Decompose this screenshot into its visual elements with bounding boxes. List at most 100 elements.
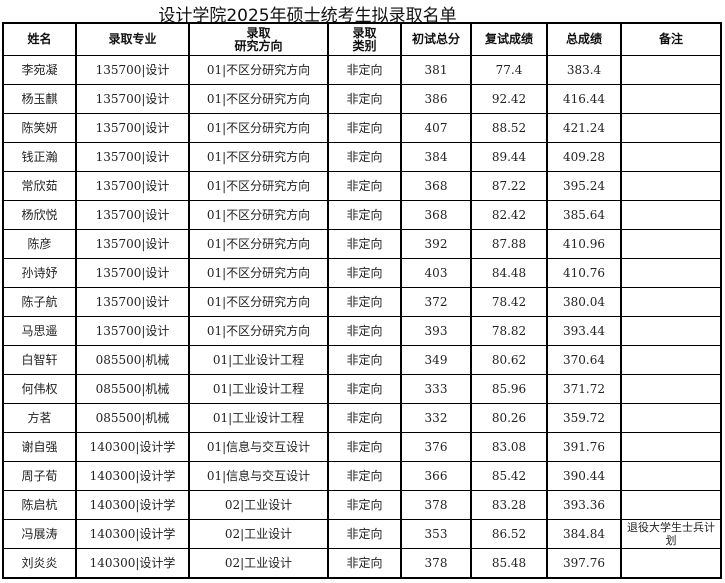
- cell-retest-score: 78.82: [470, 316, 548, 346]
- cell-retest-score: 83.28: [470, 490, 548, 520]
- cell-category: 非定向: [327, 345, 402, 375]
- table-row: 马思遥 135700|设计 01|不区分研究方向 非定向 393 78.82 393.44: [2, 316, 722, 346]
- cell-category: 非定向: [327, 432, 402, 462]
- table-row: 常欣茹 135700|设计 01|不区分研究方向 非定向 368 87.22 395.24: [2, 171, 722, 201]
- table-row: 陈笑妍 135700|设计 01|不区分研究方向 非定向 407 88.52 421.24: [2, 113, 722, 143]
- cell-major: 140300|设计学: [75, 490, 190, 520]
- cell-direction: 01|不区分研究方向: [188, 287, 329, 317]
- table-row: 刘炎炎 140300|设计学 02|工业设计 非定向 378 85.48 397.76: [2, 548, 722, 579]
- cell-total-score: 409.28: [546, 142, 622, 172]
- cell-major: 140300|设计学: [75, 432, 190, 462]
- cell-note: [620, 345, 722, 375]
- cell-note: [620, 113, 722, 143]
- cell-note: 退役大学生士兵计划: [620, 519, 722, 549]
- cell-total-score: 390.44: [546, 461, 622, 491]
- cell-direction: 02|工业设计: [188, 548, 329, 579]
- cell-name: 孙诗妤: [2, 258, 77, 288]
- table-row: 陈彦 135700|设计 01|不区分研究方向 非定向 392 87.88 410.96: [2, 229, 722, 259]
- cell-note: [620, 258, 722, 288]
- cell-initial-score: 332: [400, 403, 472, 433]
- cell-category: 非定向: [327, 229, 402, 259]
- table-row: 谢自强 140300|设计学 01|信息与交互设计 非定向 376 83.08 391.76: [2, 432, 722, 462]
- cell-major: 135700|设计: [75, 84, 190, 114]
- cell-note: [620, 461, 722, 491]
- header-total-score: 总成绩: [546, 22, 622, 56]
- cell-retest-score: 85.48: [470, 548, 548, 579]
- cell-direction: 01|不区分研究方向: [188, 113, 329, 143]
- cell-initial-score: 386: [400, 84, 472, 114]
- cell-initial-score: 378: [400, 548, 472, 579]
- cell-major: 135700|设计: [75, 316, 190, 346]
- cell-major: 135700|设计: [75, 171, 190, 201]
- cell-note: [620, 374, 722, 404]
- cell-category: 非定向: [327, 461, 402, 491]
- admission-table: 姓名 录取专业 录取 研究方向 录取 类别 初试总分 复试成绩 总成绩 备注 李宛凝 13570…: [2, 22, 722, 579]
- table-row: 陈子航 135700|设计 01|不区分研究方向 非定向 372 78.42 380.04: [2, 287, 722, 317]
- cell-total-score: 397.76: [546, 548, 622, 579]
- cell-direction: 01|不区分研究方向: [188, 84, 329, 114]
- cell-retest-score: 85.96: [470, 374, 548, 404]
- cell-name: 周子荀: [2, 461, 77, 491]
- cell-direction: 01|信息与交互设计: [188, 461, 329, 491]
- cell-total-score: 421.24: [546, 113, 622, 143]
- table-row: 周子荀 140300|设计学 01|信息与交互设计 非定向 366 85.42 390.44: [2, 461, 722, 491]
- cell-retest-score: 86.52: [470, 519, 548, 549]
- cell-retest-score: 80.62: [470, 345, 548, 375]
- cell-name: 常欣茹: [2, 171, 77, 201]
- cell-direction: 01|工业设计工程: [188, 403, 329, 433]
- cell-major: 135700|设计: [75, 55, 190, 85]
- cell-note: [620, 432, 722, 462]
- cell-total-score: 385.64: [546, 200, 622, 230]
- cell-retest-score: 89.44: [470, 142, 548, 172]
- cell-note: [620, 548, 722, 579]
- cell-direction: 02|工业设计: [188, 490, 329, 520]
- cell-note: [620, 84, 722, 114]
- cell-initial-score: 366: [400, 461, 472, 491]
- cell-name: 杨玉麒: [2, 84, 77, 114]
- cell-direction: 01|工业设计工程: [188, 345, 329, 375]
- cell-note: [620, 142, 722, 172]
- table-row: 钱正瀚 135700|设计 01|不区分研究方向 非定向 384 89.44 409.28: [2, 142, 722, 172]
- cell-category: 非定向: [327, 490, 402, 520]
- cell-total-score: 410.96: [546, 229, 622, 259]
- cell-direction: 01|信息与交互设计: [188, 432, 329, 462]
- table-row: 陈启杭 140300|设计学 02|工业设计 非定向 378 83.28 393.36: [2, 490, 722, 520]
- cell-total-score: 393.36: [546, 490, 622, 520]
- cell-name: 马思遥: [2, 316, 77, 346]
- cell-direction: 01|不区分研究方向: [188, 258, 329, 288]
- cell-initial-score: 381: [400, 55, 472, 85]
- cell-note: [620, 229, 722, 259]
- cell-category: 非定向: [327, 200, 402, 230]
- header-direction: 录取 研究方向: [188, 22, 329, 56]
- cell-initial-score: 392: [400, 229, 472, 259]
- header-category: 录取 类别: [327, 22, 402, 56]
- cell-name: 陈笑妍: [2, 113, 77, 143]
- cell-total-score: 384.84: [546, 519, 622, 549]
- cell-category: 非定向: [327, 287, 402, 317]
- cell-retest-score: 84.48: [470, 258, 548, 288]
- cell-direction: 01|不区分研究方向: [188, 229, 329, 259]
- cell-major: 140300|设计学: [75, 461, 190, 491]
- title-text: 设计学院2025年硕士统考生拟录取名单: [158, 6, 457, 26]
- cell-initial-score: 393: [400, 316, 472, 346]
- cell-major: 085500|机械: [75, 345, 190, 375]
- cell-direction: 01|不区分研究方向: [188, 55, 329, 85]
- cell-category: 非定向: [327, 403, 402, 433]
- cell-note: [620, 200, 722, 230]
- cell-initial-score: 407: [400, 113, 472, 143]
- cell-total-score: 391.76: [546, 432, 622, 462]
- cell-direction: 02|工业设计: [188, 519, 329, 549]
- cell-name: 陈启杭: [2, 490, 77, 520]
- cell-major: 135700|设计: [75, 258, 190, 288]
- cell-initial-score: 372: [400, 287, 472, 317]
- cell-name: 方茗: [2, 403, 77, 433]
- cell-initial-score: 403: [400, 258, 472, 288]
- cell-note: [620, 287, 722, 317]
- cell-direction: 01|工业设计工程: [188, 374, 329, 404]
- table-row: 何伟权 085500|机械 01|工业设计工程 非定向 333 85.96 371.72: [2, 374, 722, 404]
- cell-total-score: 393.44: [546, 316, 622, 346]
- cell-retest-score: 80.26: [470, 403, 548, 433]
- cell-major: 085500|机械: [75, 403, 190, 433]
- cell-initial-score: 349: [400, 345, 472, 375]
- cell-initial-score: 384: [400, 142, 472, 172]
